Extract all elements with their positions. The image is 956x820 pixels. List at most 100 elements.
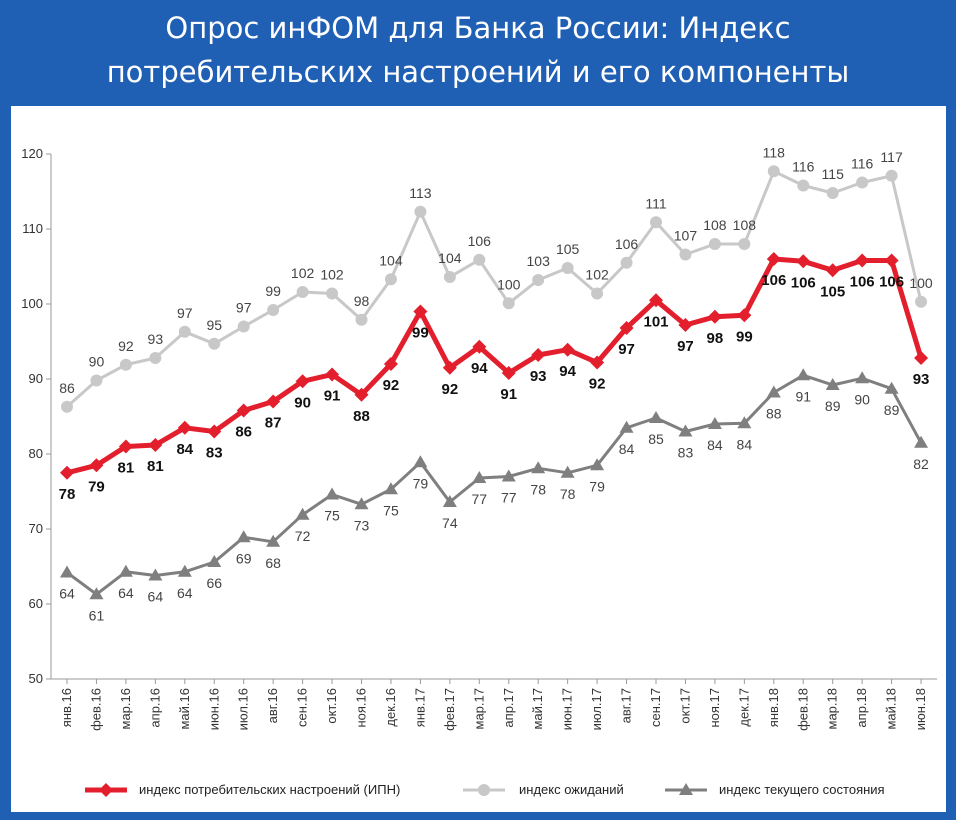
data-point-ipn-28 xyxy=(884,253,899,268)
data-point-expectations-22 xyxy=(708,238,721,250)
data-label-current-23: 84 xyxy=(737,436,753,452)
data-label-ipn-5: 83 xyxy=(206,445,223,462)
data-label-expectations-20: 111 xyxy=(645,195,666,211)
data-label-current-4: 64 xyxy=(177,585,193,601)
data-label-expectations-2: 92 xyxy=(118,338,134,354)
legend-marker-expectations xyxy=(478,784,490,796)
data-label-expectations-27: 116 xyxy=(851,156,874,172)
data-point-current-22 xyxy=(707,417,722,429)
data-label-current-25: 91 xyxy=(795,388,811,404)
data-point-expectations-28 xyxy=(885,169,898,182)
data-label-current-17: 78 xyxy=(560,486,576,502)
data-label-expectations-1: 90 xyxy=(89,354,105,370)
data-label-current-28: 89 xyxy=(884,402,900,418)
data-label-current-6: 69 xyxy=(236,550,252,566)
data-point-ipn-11 xyxy=(383,357,398,371)
data-label-current-19: 84 xyxy=(619,441,635,457)
data-point-ipn-19 xyxy=(619,321,634,335)
data-label-current-10: 73 xyxy=(354,517,370,533)
data-label-expectations-9: 102 xyxy=(320,267,344,283)
y-tick-label-90: 90 xyxy=(29,371,43,386)
data-label-current-15: 77 xyxy=(501,490,517,506)
data-label-current-12: 79 xyxy=(413,475,429,491)
data-point-current-13 xyxy=(442,495,457,507)
data-point-expectations-23 xyxy=(738,238,751,250)
data-point-current-14 xyxy=(472,471,487,483)
data-label-current-5: 66 xyxy=(206,575,222,591)
data-label-expectations-28: 117 xyxy=(880,149,903,165)
data-label-ipn-20: 101 xyxy=(643,313,668,330)
data-point-expectations-6 xyxy=(237,320,250,333)
data-label-current-16: 78 xyxy=(530,481,546,497)
data-point-ipn-21 xyxy=(678,318,693,332)
data-label-ipn-23: 99 xyxy=(736,328,753,345)
y-tick-label-80: 80 xyxy=(29,446,43,461)
data-point-expectations-25 xyxy=(797,179,810,192)
data-point-current-2 xyxy=(118,564,133,577)
data-point-ipn-3 xyxy=(148,438,163,452)
data-label-current-21: 83 xyxy=(678,445,694,461)
data-point-current-21 xyxy=(678,424,693,437)
y-tick-label-120: 120 xyxy=(21,146,43,161)
x-tick-label-27: апр.18 xyxy=(854,688,869,728)
data-label-expectations-0: 86 xyxy=(59,380,75,396)
data-point-expectations-1 xyxy=(90,374,103,387)
data-point-ipn-22 xyxy=(707,309,722,324)
data-label-expectations-18: 102 xyxy=(585,267,609,283)
x-tick-label-13: фев.17 xyxy=(442,688,457,731)
x-tick-label-3: апр.16 xyxy=(147,688,162,728)
data-point-current-15 xyxy=(501,469,516,482)
x-tick-label-15: апр.17 xyxy=(501,688,516,728)
data-label-ipn-12: 99 xyxy=(412,325,429,342)
data-label-expectations-24: 118 xyxy=(763,144,786,160)
x-tick-label-5: июн.16 xyxy=(206,688,221,730)
data-point-current-3 xyxy=(148,568,163,581)
x-tick-label-24: янв.18 xyxy=(766,688,781,727)
data-label-current-29: 82 xyxy=(913,456,929,472)
data-label-current-24: 88 xyxy=(766,406,782,422)
x-tick-label-2: мар.16 xyxy=(118,688,133,729)
data-label-ipn-27: 106 xyxy=(850,274,875,291)
data-point-ipn-16 xyxy=(531,348,546,362)
data-label-expectations-10: 98 xyxy=(354,293,370,309)
x-tick-label-9: окт.16 xyxy=(324,688,339,724)
data-point-expectations-5 xyxy=(208,337,221,350)
data-label-ipn-15: 91 xyxy=(500,386,517,403)
legend-item-expectations: индекс ожиданий xyxy=(463,782,624,797)
data-label-expectations-4: 97 xyxy=(177,305,193,321)
data-point-expectations-2 xyxy=(119,358,132,371)
data-point-expectations-19 xyxy=(620,256,633,269)
data-point-current-25 xyxy=(796,368,811,381)
title-line-1: Опрос инФОМ для Банка России: Индекс xyxy=(165,11,791,45)
data-point-ipn-4 xyxy=(177,420,192,435)
data-point-expectations-16 xyxy=(532,274,545,286)
data-point-current-8 xyxy=(295,507,310,520)
legend: индекс потребительских настроений (ИПН) и… xyxy=(85,782,885,797)
x-tick-label-17: июн.17 xyxy=(560,688,575,730)
data-point-expectations-4 xyxy=(178,325,191,338)
data-point-current-7 xyxy=(266,534,281,547)
data-point-ipn-13 xyxy=(442,360,457,375)
data-label-ipn-21: 97 xyxy=(677,338,694,355)
data-label-ipn-1: 79 xyxy=(88,478,105,495)
x-tick-label-28: май.18 xyxy=(884,688,899,730)
legend-label-ipn: индекс потребительских настроений (ИПН) xyxy=(139,782,400,797)
data-label-expectations-8: 102 xyxy=(291,265,315,281)
data-point-current-6 xyxy=(236,530,251,543)
data-label-expectations-6: 97 xyxy=(236,300,252,316)
y-tick-label-50: 50 xyxy=(29,671,43,686)
data-point-ipn-24 xyxy=(766,252,781,266)
data-point-current-27 xyxy=(855,371,870,384)
data-point-ipn-5 xyxy=(207,424,222,439)
data-label-ipn-14: 94 xyxy=(471,360,488,377)
data-point-ipn-6 xyxy=(236,403,251,418)
data-point-current-19 xyxy=(619,420,634,433)
data-point-ipn-0 xyxy=(60,465,74,480)
data-label-expectations-21: 107 xyxy=(674,228,698,244)
data-label-ipn-16: 93 xyxy=(530,368,547,385)
data-point-expectations-11 xyxy=(384,273,397,286)
legend-label-expectations: индекс ожиданий xyxy=(519,782,624,797)
series-ipn: 78 79 81 81 84 83 86 87 90 91 88 92 99 92 94 91 93 94 92 97… xyxy=(59,252,929,503)
data-point-current-9 xyxy=(325,487,340,500)
data-point-expectations-18 xyxy=(591,287,604,300)
